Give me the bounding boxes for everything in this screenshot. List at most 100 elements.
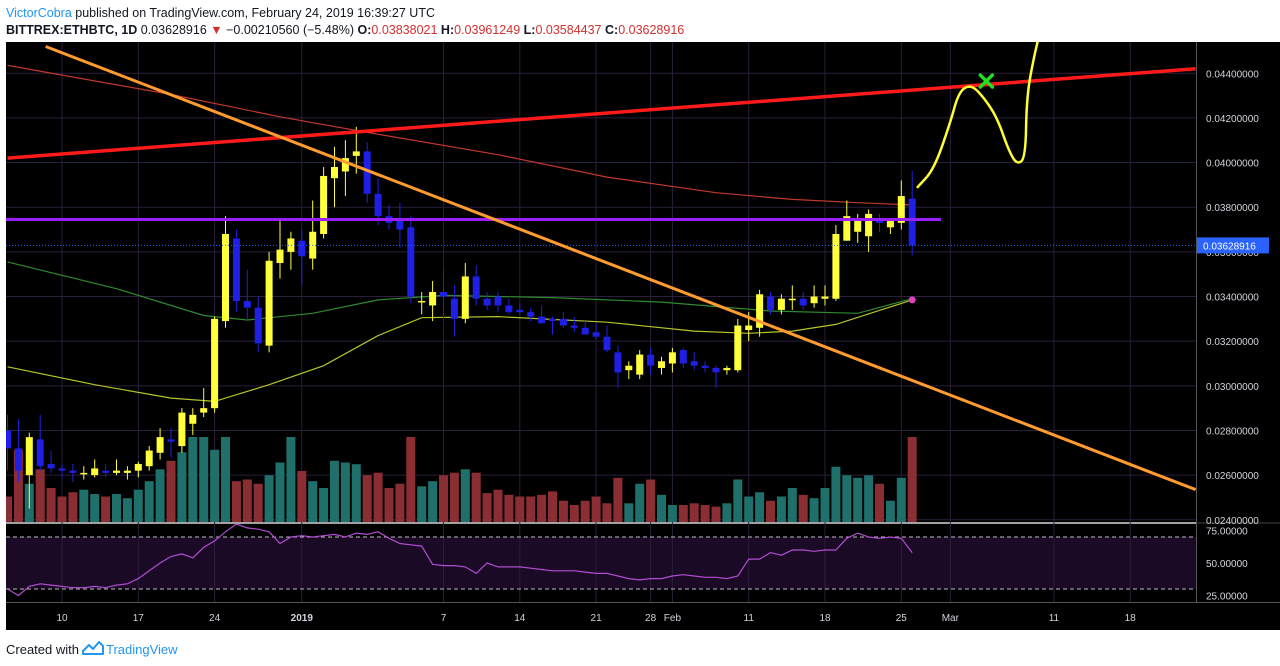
volume-bar [689, 503, 699, 522]
price-tick-label: 0.03200000 [1206, 337, 1259, 348]
volume-bar [766, 500, 775, 522]
candle-body [679, 350, 687, 364]
price-tick-label: 0.02800000 [1206, 426, 1259, 437]
candle-body [494, 296, 502, 306]
volume-bar [722, 503, 732, 522]
volume-bar [362, 475, 372, 522]
volume-bar [471, 472, 481, 522]
last-price-tag-label: 0.03628916 [1203, 241, 1256, 252]
candle-body [658, 361, 665, 368]
time-tick-label: 11 [1049, 613, 1060, 624]
candle-body [6, 430, 11, 449]
price-tick-label: 0.03400000 [1206, 293, 1259, 304]
candle-body [897, 196, 905, 223]
volume-bar [428, 481, 438, 522]
candle-body [287, 238, 295, 252]
rsi-tick-label: 75.00000 [1206, 527, 1248, 538]
candle-body [472, 276, 480, 299]
volume-bar [580, 500, 590, 522]
target-x-icon[interactable] [978, 73, 995, 89]
volume-bar [842, 475, 852, 522]
candle-body [668, 352, 676, 364]
candle-body [374, 193, 382, 217]
candle-body [461, 276, 469, 319]
volume-bar [635, 483, 645, 522]
candle-body [810, 296, 818, 304]
time-tick-label: Mar [942, 613, 960, 624]
candle-body [47, 463, 55, 469]
volume-bar [112, 493, 121, 522]
candle-body [908, 198, 916, 246]
symbol-label[interactable]: BITTREX:ETHBTC, 1D [6, 23, 138, 37]
axes: 0.02400000 0.02600000 0.02800000 0.03000000… [56, 69, 1269, 624]
volume-bar [558, 500, 568, 522]
candle-body [167, 439, 175, 442]
candle-body [254, 307, 262, 344]
candle-body [341, 158, 349, 172]
projection-path[interactable] [916, 38, 1039, 189]
volume-bar [133, 489, 143, 522]
volume-bar [820, 488, 830, 522]
volume-bar [482, 493, 492, 522]
candle-body [745, 325, 753, 330]
volume-bar [46, 488, 56, 522]
volume-bar [199, 437, 209, 522]
publish-info: published on TradingView.com, February 2… [75, 6, 435, 20]
candle-body [123, 470, 131, 473]
open-label: O: [357, 23, 372, 37]
price-tick-label: 0.02400000 [1206, 516, 1259, 527]
volume-bar [504, 494, 514, 522]
volume-bar [373, 472, 383, 522]
volume-bar [57, 496, 67, 522]
volume-bar [221, 437, 230, 522]
time-axis-bg [6, 603, 1280, 630]
candle-body [396, 220, 404, 230]
volume-bar [253, 483, 263, 522]
candle-body [886, 220, 894, 228]
volume-bar [798, 494, 808, 522]
volume-bar [395, 483, 405, 522]
volume-bar [776, 496, 786, 522]
volume-bar [330, 460, 339, 522]
moving-average-olive [7, 299, 913, 403]
volume-bar [896, 477, 906, 522]
publish-line: VictorCobra published on TradingView.com… [6, 6, 435, 20]
author-link[interactable]: VictorCobra [6, 6, 72, 20]
volume-bar [439, 475, 448, 522]
candle-body [505, 305, 513, 313]
volume-bar [460, 469, 470, 522]
volume-bar [122, 498, 132, 522]
time-tick-label: 17 [133, 613, 145, 624]
orange-trendline[interactable] [45, 45, 1196, 492]
volume-bar [624, 503, 634, 522]
candle-body [581, 327, 589, 335]
volume-bar [449, 472, 459, 522]
volume-bar [548, 491, 557, 522]
candle-body [58, 468, 66, 471]
tradingview-brand[interactable]: TradingView [106, 642, 178, 657]
candle-body [538, 316, 546, 324]
volume-bar [35, 469, 45, 522]
close-value: 0.03628916 [618, 23, 685, 37]
candle-body [690, 361, 698, 366]
volume-bar [831, 466, 841, 522]
volume-bar [657, 494, 666, 522]
volume-bar [678, 505, 688, 522]
tradingview-logo-icon[interactable] [82, 639, 104, 657]
volume-bar [591, 496, 601, 522]
candle-body [189, 414, 197, 424]
volume-bar [210, 449, 220, 522]
volume-bar [755, 492, 765, 522]
candle-body [440, 292, 447, 297]
rsi-band-fill [6, 537, 1196, 589]
volume-bar [569, 505, 579, 522]
volume-bar [319, 488, 329, 522]
volume-bar [275, 462, 285, 522]
candle-body [636, 354, 644, 375]
candle-body [102, 470, 110, 473]
volume-bar [744, 496, 754, 522]
chart-canvas[interactable]: 0.02400000 0.02600000 0.02800000 0.03000000… [0, 0, 1280, 632]
candle-body [592, 332, 600, 337]
volume-bar [286, 437, 296, 522]
red-trendline[interactable] [7, 67, 1196, 160]
